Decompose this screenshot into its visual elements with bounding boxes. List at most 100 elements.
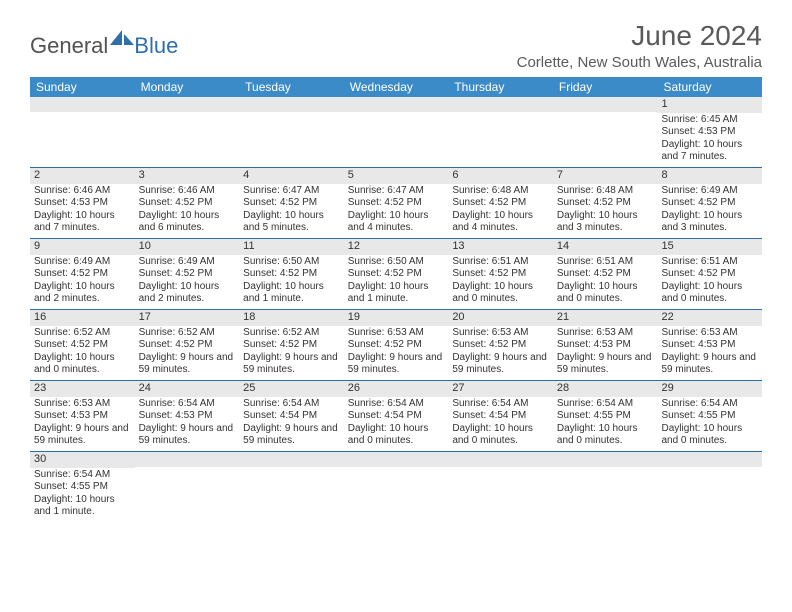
- calendar-cell: [135, 97, 240, 167]
- day-number: [553, 452, 658, 467]
- calendar-cell: [553, 97, 658, 167]
- cell-body: Sunrise: 6:46 AMSunset: 4:52 PMDaylight:…: [135, 184, 240, 238]
- sunset-line: Sunset: 4:54 PM: [243, 410, 340, 423]
- calendar-cell: 15Sunrise: 6:51 AMSunset: 4:52 PMDayligh…: [657, 239, 762, 309]
- calendar-cell: [448, 452, 553, 522]
- cell-body: Sunrise: 6:50 AMSunset: 4:52 PMDaylight:…: [239, 255, 344, 309]
- cell-body: [448, 467, 553, 471]
- calendar-cell: [448, 97, 553, 167]
- sunrise-line: Sunrise: 6:51 AM: [661, 256, 758, 269]
- day-number: 23: [30, 381, 135, 397]
- cell-body: Sunrise: 6:53 AMSunset: 4:52 PMDaylight:…: [344, 326, 449, 380]
- cell-body: Sunrise: 6:52 AMSunset: 4:52 PMDaylight:…: [30, 326, 135, 380]
- calendar-cell: 2Sunrise: 6:46 AMSunset: 4:53 PMDaylight…: [30, 168, 135, 238]
- daylight-line: Daylight: 10 hours and 1 minute.: [348, 281, 445, 306]
- cell-body: [239, 112, 344, 116]
- cell-body: [239, 467, 344, 471]
- daylight-line: Daylight: 10 hours and 0 minutes.: [348, 423, 445, 448]
- sunset-line: Sunset: 4:52 PM: [661, 197, 758, 210]
- calendar-cell: 20Sunrise: 6:53 AMSunset: 4:52 PMDayligh…: [448, 310, 553, 380]
- title-block: June 2024 Corlette, New South Wales, Aus…: [517, 20, 762, 71]
- calendar-cell: 27Sunrise: 6:54 AMSunset: 4:54 PMDayligh…: [448, 381, 553, 451]
- day-number: [239, 97, 344, 112]
- sunset-line: Sunset: 4:52 PM: [243, 197, 340, 210]
- day-number: 15: [657, 239, 762, 255]
- day-header: Friday: [553, 77, 658, 97]
- cell-body: Sunrise: 6:52 AMSunset: 4:52 PMDaylight:…: [135, 326, 240, 380]
- calendar-cell: 5Sunrise: 6:47 AMSunset: 4:52 PMDaylight…: [344, 168, 449, 238]
- week-row: 2Sunrise: 6:46 AMSunset: 4:53 PMDaylight…: [30, 168, 762, 239]
- day-number: 17: [135, 310, 240, 326]
- sunset-line: Sunset: 4:52 PM: [34, 339, 131, 352]
- daylight-line: Daylight: 10 hours and 1 minute.: [243, 281, 340, 306]
- sunrise-line: Sunrise: 6:47 AM: [243, 185, 340, 198]
- daylight-line: Daylight: 10 hours and 3 minutes.: [557, 210, 654, 235]
- daylight-line: Daylight: 9 hours and 59 minutes.: [557, 352, 654, 377]
- sunrise-line: Sunrise: 6:52 AM: [139, 327, 236, 340]
- cell-body: [344, 112, 449, 116]
- calendar-cell: [135, 452, 240, 522]
- calendar-cell: 28Sunrise: 6:54 AMSunset: 4:55 PMDayligh…: [553, 381, 658, 451]
- sunset-line: Sunset: 4:52 PM: [348, 268, 445, 281]
- logo-text-blue: Blue: [134, 33, 178, 59]
- cell-body: Sunrise: 6:53 AMSunset: 4:53 PMDaylight:…: [553, 326, 658, 380]
- sunrise-line: Sunrise: 6:54 AM: [348, 398, 445, 411]
- cell-body: Sunrise: 6:45 AMSunset: 4:53 PMDaylight:…: [657, 113, 762, 167]
- sunset-line: Sunset: 4:53 PM: [661, 126, 758, 139]
- cell-body: [553, 112, 658, 116]
- cell-body: Sunrise: 6:47 AMSunset: 4:52 PMDaylight:…: [344, 184, 449, 238]
- sunset-line: Sunset: 4:53 PM: [34, 197, 131, 210]
- sunrise-line: Sunrise: 6:45 AM: [661, 114, 758, 127]
- calendar-cell: 4Sunrise: 6:47 AMSunset: 4:52 PMDaylight…: [239, 168, 344, 238]
- daylight-line: Daylight: 10 hours and 2 minutes.: [34, 281, 131, 306]
- day-number: 4: [239, 168, 344, 184]
- weeks-container: 1Sunrise: 6:45 AMSunset: 4:53 PMDaylight…: [30, 97, 762, 522]
- calendar-cell: 9Sunrise: 6:49 AMSunset: 4:52 PMDaylight…: [30, 239, 135, 309]
- logo-text-general: General: [30, 33, 108, 59]
- sunset-line: Sunset: 4:55 PM: [34, 481, 131, 494]
- day-number: 8: [657, 168, 762, 184]
- daylight-line: Daylight: 9 hours and 59 minutes.: [139, 352, 236, 377]
- sunset-line: Sunset: 4:53 PM: [34, 410, 131, 423]
- calendar-cell: 16Sunrise: 6:52 AMSunset: 4:52 PMDayligh…: [30, 310, 135, 380]
- daylight-line: Daylight: 10 hours and 0 minutes.: [452, 281, 549, 306]
- sunrise-line: Sunrise: 6:54 AM: [34, 469, 131, 482]
- daylight-line: Daylight: 10 hours and 0 minutes.: [661, 423, 758, 448]
- daylight-line: Daylight: 10 hours and 1 minute.: [34, 494, 131, 519]
- calendar-cell: 13Sunrise: 6:51 AMSunset: 4:52 PMDayligh…: [448, 239, 553, 309]
- calendar-cell: [239, 97, 344, 167]
- daylight-line: Daylight: 10 hours and 2 minutes.: [139, 281, 236, 306]
- cell-body: Sunrise: 6:54 AMSunset: 4:53 PMDaylight:…: [135, 397, 240, 451]
- cell-body: Sunrise: 6:49 AMSunset: 4:52 PMDaylight:…: [135, 255, 240, 309]
- calendar-cell: [30, 97, 135, 167]
- cell-body: Sunrise: 6:54 AMSunset: 4:54 PMDaylight:…: [344, 397, 449, 451]
- sunrise-line: Sunrise: 6:47 AM: [348, 185, 445, 198]
- sunrise-line: Sunrise: 6:51 AM: [557, 256, 654, 269]
- day-number: [448, 97, 553, 112]
- daylight-line: Daylight: 9 hours and 59 minutes.: [34, 423, 131, 448]
- week-row: 16Sunrise: 6:52 AMSunset: 4:52 PMDayligh…: [30, 310, 762, 381]
- sunrise-line: Sunrise: 6:52 AM: [34, 327, 131, 340]
- day-number: 10: [135, 239, 240, 255]
- day-number: [657, 452, 762, 467]
- calendar-cell: 29Sunrise: 6:54 AMSunset: 4:55 PMDayligh…: [657, 381, 762, 451]
- sunrise-line: Sunrise: 6:50 AM: [348, 256, 445, 269]
- cell-body: Sunrise: 6:54 AMSunset: 4:55 PMDaylight:…: [657, 397, 762, 451]
- daylight-line: Daylight: 9 hours and 59 minutes.: [139, 423, 236, 448]
- sunset-line: Sunset: 4:52 PM: [139, 197, 236, 210]
- day-number: [344, 452, 449, 467]
- day-number: 25: [239, 381, 344, 397]
- day-number: 12: [344, 239, 449, 255]
- cell-body: [135, 467, 240, 471]
- day-number: 14: [553, 239, 658, 255]
- calendar-cell: 1Sunrise: 6:45 AMSunset: 4:53 PMDaylight…: [657, 97, 762, 167]
- cell-body: Sunrise: 6:47 AMSunset: 4:52 PMDaylight:…: [239, 184, 344, 238]
- logo-sail-icon: [110, 28, 136, 51]
- sunrise-line: Sunrise: 6:54 AM: [139, 398, 236, 411]
- calendar-cell: [657, 452, 762, 522]
- daylight-line: Daylight: 10 hours and 7 minutes.: [34, 210, 131, 235]
- sunrise-line: Sunrise: 6:49 AM: [139, 256, 236, 269]
- day-number: 28: [553, 381, 658, 397]
- daylight-line: Daylight: 10 hours and 0 minutes.: [557, 423, 654, 448]
- cell-body: [448, 112, 553, 116]
